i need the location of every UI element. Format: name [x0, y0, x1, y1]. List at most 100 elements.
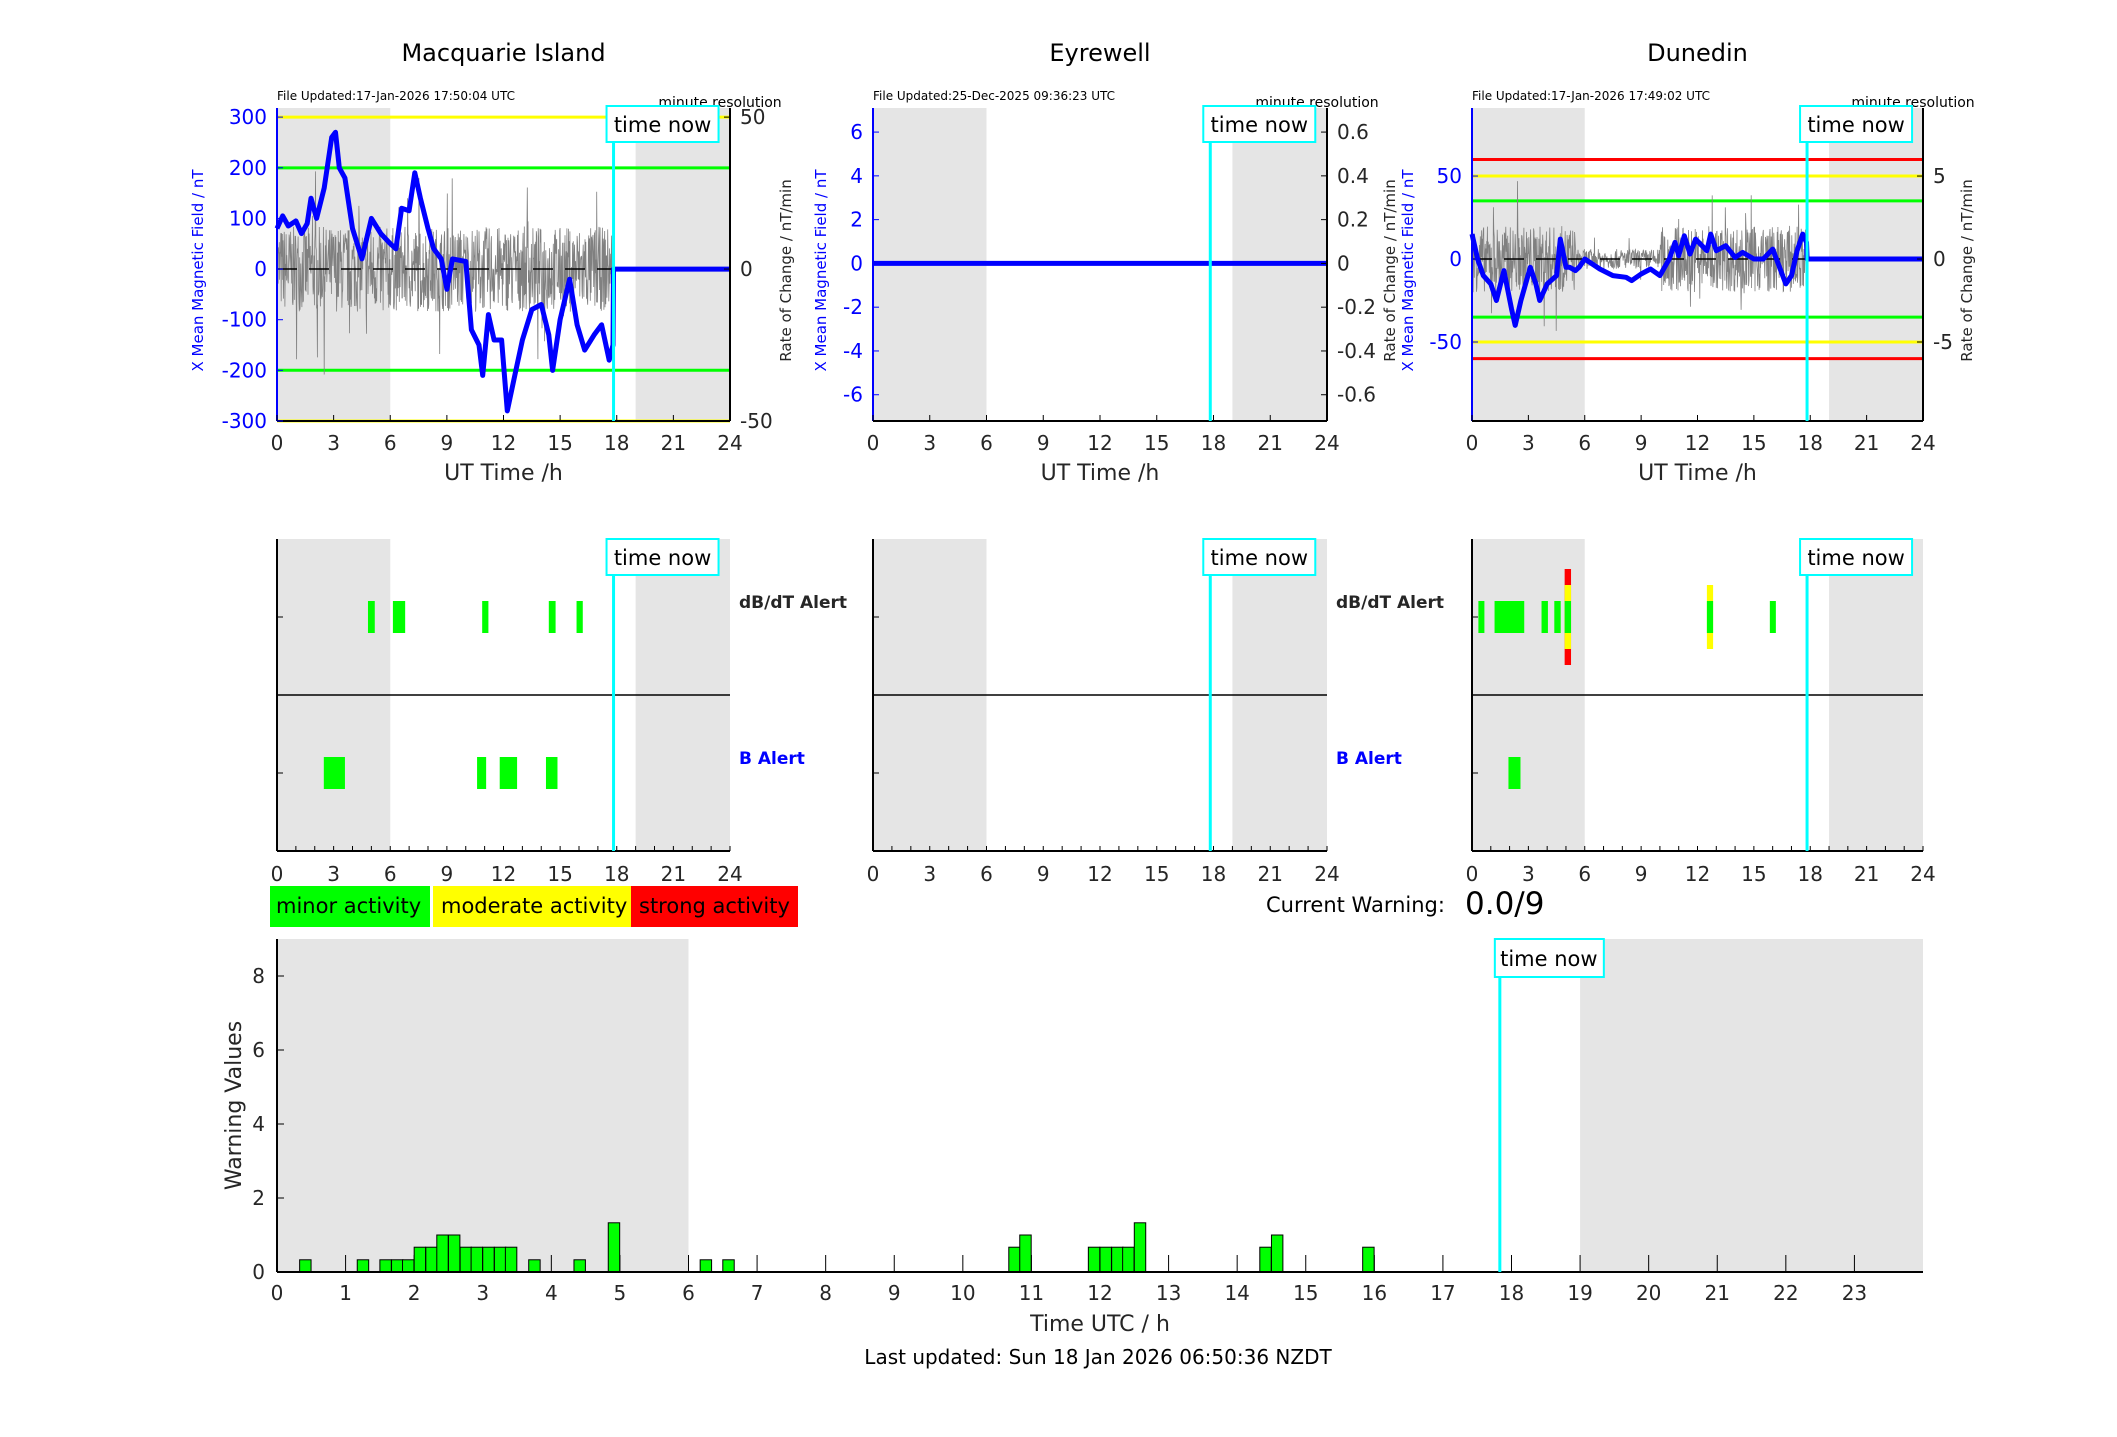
- dbdt-alert-minor: [1769, 601, 1776, 633]
- warning-x-tick-label: 18: [1499, 1281, 1524, 1305]
- alert-x-tick-label: 24: [1314, 862, 1339, 886]
- alert-x-tick-label: 18: [1201, 862, 1226, 886]
- warning-y-axis-label: Warning Values: [222, 1021, 247, 1190]
- warning-x-tick-label: 17: [1430, 1281, 1455, 1305]
- legend-minor: minor activity: [270, 886, 430, 927]
- x-tick-label: 24: [717, 431, 742, 455]
- warning-x-tick-label: 9: [888, 1281, 901, 1305]
- dbdt-alert-minor: [1478, 601, 1485, 633]
- y-right-tick-label: -0.6: [1337, 383, 1376, 407]
- x-tick-label: 21: [661, 431, 686, 455]
- warning-time-now-box: [1493, 938, 1605, 978]
- x-tick-label: 6: [384, 431, 397, 455]
- station-title: Eyrewell: [1049, 39, 1150, 67]
- x-tick-label: 3: [923, 431, 936, 455]
- station-title: Macquarie Island: [401, 39, 605, 67]
- dbdt-alert-minor: [1494, 601, 1525, 633]
- y-left-tick-label: -50: [1429, 330, 1462, 354]
- warning-bar: [493, 1246, 507, 1273]
- warning-bar: [699, 1259, 713, 1273]
- y-left-tick-label: 0: [254, 257, 267, 281]
- warning-bar: [379, 1259, 392, 1273]
- alert-0-time-now-box: [605, 538, 720, 576]
- station-panel-1: Eyrewell File Updated:25-Dec-2025 09:36:2…: [812, 39, 1399, 486]
- alert-x-tick-label: 15: [547, 862, 572, 886]
- alert-x-tick-label: 24: [1910, 862, 1935, 886]
- x-tick-label: 24: [1910, 431, 1935, 455]
- y-left-tick-label: 0: [850, 251, 863, 275]
- x-tick-label: 0: [271, 431, 284, 455]
- warning-x-axis-label: Time UTC / h: [1029, 1312, 1170, 1337]
- dbdt-alert-minor: [576, 601, 583, 633]
- warning-bar: [402, 1259, 415, 1273]
- alert-x-tick-label: 21: [1854, 862, 1879, 886]
- y-left-tick-label: -6: [843, 383, 863, 407]
- x-tick-label: 21: [1854, 431, 1879, 455]
- dbdt-alert-minor: [1564, 601, 1572, 633]
- rate-of-change-trace: [1471, 181, 1808, 331]
- warning-bar: [573, 1259, 586, 1273]
- x-tick-label: 24: [1314, 431, 1339, 455]
- warning-bar: [413, 1246, 427, 1273]
- warning-x-tick-label: 20: [1636, 1281, 1661, 1305]
- file-updated-text: File Updated:25-Dec-2025 09:36:23 UTC: [873, 89, 1115, 103]
- dbdt-alert-label: dB/dT Alert: [739, 593, 847, 613]
- x-tick-label: 9: [1037, 431, 1050, 455]
- alert-x-tick-label: 0: [271, 862, 284, 886]
- x-tick-label: 21: [1258, 431, 1283, 455]
- warning-bar: [459, 1246, 473, 1273]
- night-shading: [277, 939, 689, 1272]
- warning-x-tick-label: 19: [1567, 1281, 1592, 1305]
- top-0-time-now-label: time now: [614, 113, 711, 137]
- y-left-tick-label: -2: [843, 295, 863, 319]
- b-alert-label: B Alert: [1336, 749, 1402, 769]
- y-left-tick-label: -300: [222, 409, 267, 433]
- warning-x-tick-label: 13: [1156, 1281, 1181, 1305]
- warning-bar: [447, 1234, 461, 1273]
- y-right-tick-label: -50: [740, 409, 773, 433]
- x-tick-label: 3: [327, 431, 340, 455]
- alert-panel-0: 0 3 6 9 12 15 18 21 24 dB/dT Alert B Alert time now: [271, 538, 847, 886]
- x-tick-label: 15: [1741, 431, 1766, 455]
- alert-x-tick-label: 6: [384, 862, 397, 886]
- warning-bar: [1111, 1246, 1124, 1273]
- top-1-time-now-box: [1202, 105, 1317, 143]
- warning-x-tick-label: 3: [476, 1281, 489, 1305]
- file-updated-text: File Updated:17-Jan-2026 17:49:02 UTC: [1472, 89, 1710, 103]
- warning-x-tick-label: 6: [682, 1281, 695, 1305]
- x-tick-label: 15: [1144, 431, 1169, 455]
- warning-bar: [425, 1246, 438, 1273]
- warning-bar: [528, 1259, 541, 1273]
- x-tick-label: 3: [1522, 431, 1535, 455]
- x-tick-label: 18: [1798, 431, 1823, 455]
- legend-strong-label: strong activity: [639, 894, 790, 918]
- alert-1-time-now-box: [1202, 538, 1317, 576]
- warning-time-now-label: time now: [1500, 947, 1597, 971]
- y-right-axis-label: Rate of Change / nT/min: [777, 179, 795, 361]
- alert-x-tick-label: 18: [604, 862, 629, 886]
- y-left-tick-label: -100: [222, 308, 267, 332]
- top-1-time-now-label: time now: [1211, 113, 1308, 137]
- warning-bar: [436, 1234, 449, 1273]
- warning-x-tick-label: 21: [1705, 1281, 1730, 1305]
- y-left-tick-label: 0: [1449, 247, 1462, 271]
- file-updated-text: File Updated:17-Jan-2026 17:50:04 UTC: [277, 89, 515, 103]
- b-alert-label: B Alert: [739, 749, 805, 769]
- alert-x-tick-label: 18: [1798, 862, 1823, 886]
- warning-x-tick-label: 14: [1224, 1281, 1249, 1305]
- x-tick-label: 12: [1685, 431, 1710, 455]
- top-2-time-now-box: [1799, 105, 1914, 143]
- y-right-tick-label: -0.2: [1337, 295, 1376, 319]
- alert-0-time-now-label: time now: [614, 546, 711, 570]
- y-left-axis-label: X Mean Magnetic Field / nT: [189, 169, 207, 372]
- warning-y-tick-label: 0: [252, 1260, 265, 1284]
- b-alert-minor: [545, 757, 558, 789]
- y-right-tick-label: -5: [1933, 330, 1953, 354]
- alert-panel-2: 0 3 6 9 12 15 18 21 24 time now: [1466, 538, 1936, 886]
- warning-y-tick-label: 2: [252, 1186, 265, 1210]
- x-tick-label: 12: [491, 431, 516, 455]
- x-axis-label: UT Time /h: [1041, 461, 1160, 486]
- warning-bar: [1099, 1246, 1112, 1273]
- legend-moderate: moderate activity: [433, 886, 631, 927]
